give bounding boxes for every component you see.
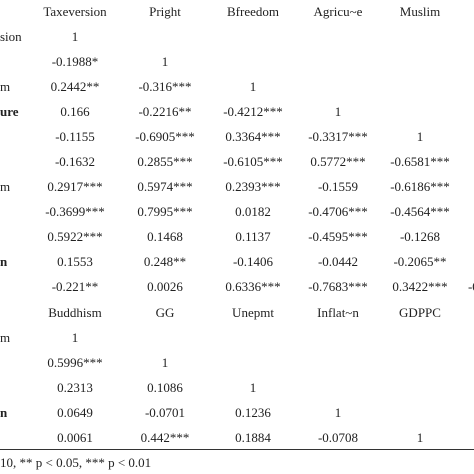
cell: -0.1559	[317, 179, 359, 194]
cell: -0.4706***	[308, 204, 368, 219]
cell: -0.1632	[54, 154, 96, 169]
cell: 0.1884	[235, 430, 271, 445]
cell: 1	[416, 430, 424, 445]
cell: 0.5974***	[137, 179, 193, 194]
cell: 0.248**	[143, 254, 187, 269]
cell: 0.2393***	[225, 179, 281, 194]
cell: -0.3317***	[308, 129, 368, 144]
row-label: sion	[0, 29, 22, 44]
column-header: Bfreedom	[227, 4, 279, 19]
cell: 1	[416, 129, 424, 144]
cell: 0.0026	[147, 279, 183, 294]
cell: 0.5922***	[47, 229, 103, 244]
cell: 0.442***	[140, 430, 190, 445]
cell: 0.1236	[235, 405, 271, 420]
cell: -0.	[467, 279, 474, 294]
column-header: GG	[155, 305, 175, 320]
cell: -0.1268	[399, 229, 441, 244]
cell: 0.3364***	[225, 129, 281, 144]
cell: 1	[71, 29, 79, 44]
cell: 0.7995***	[137, 204, 193, 219]
cell: 1	[334, 104, 342, 119]
cell: -0.1988*	[51, 54, 99, 69]
cell: 0.1553	[57, 254, 93, 269]
column-header: Muslim	[399, 4, 441, 19]
table-rule	[0, 449, 474, 450]
cell: 0.6336***	[225, 279, 281, 294]
cell: -0.6186***	[390, 179, 450, 194]
cell: 0.2313	[57, 380, 93, 395]
column-header: Agricu~e	[313, 4, 363, 19]
cell: -0.0442	[317, 254, 359, 269]
cell: -0.221**	[51, 279, 99, 294]
cell: -0.1155	[55, 129, 95, 144]
cell: -0.2216**	[138, 104, 192, 119]
row-label: n	[0, 254, 8, 269]
row-label: ure	[0, 104, 19, 119]
row-label: m	[0, 79, 11, 94]
cell: 1	[249, 79, 257, 94]
cell: 0.0182	[235, 204, 271, 219]
cell: -0.4595***	[308, 229, 368, 244]
cell: -0.316***	[138, 79, 192, 94]
cell: 1	[71, 330, 79, 345]
cell: 0.1086	[147, 380, 183, 395]
cell: 0.2855***	[137, 154, 193, 169]
cell: -0.0708	[317, 430, 359, 445]
cell: 1	[249, 380, 257, 395]
cell: 0.5772***	[310, 154, 366, 169]
cell: 0.5996***	[47, 355, 103, 370]
cell: 1	[161, 54, 169, 69]
column-header: Inflat~n	[317, 305, 359, 320]
cell: -0.2065**	[393, 254, 447, 269]
cell: -0.6905***	[135, 129, 195, 144]
cell: 0.1468	[147, 229, 183, 244]
cell: -0.3699***	[45, 204, 105, 219]
cell: -0.7683***	[308, 279, 368, 294]
column-header: Unepmt	[232, 305, 274, 320]
row-label: n	[0, 405, 8, 420]
column-header: Pright	[149, 4, 181, 19]
cell: 1	[161, 355, 169, 370]
column-header: GDPPC	[399, 305, 441, 320]
column-header: Taxeversion	[43, 4, 107, 19]
cell: -0.1406	[232, 254, 274, 269]
cell: 0.2442**	[50, 79, 100, 94]
row-label: m	[0, 330, 11, 345]
cell: 1	[334, 405, 342, 420]
cell: -0.0701	[144, 405, 186, 420]
cell: 0.0649	[57, 405, 93, 420]
cell: -0.4212***	[223, 104, 283, 119]
cell: 0.2917***	[47, 179, 103, 194]
cell: 0.166	[60, 104, 90, 119]
row-label: m	[0, 179, 11, 194]
cell: 0.3422***	[392, 279, 448, 294]
cell: 0.0061	[57, 430, 93, 445]
cell: 0.1137	[235, 229, 271, 244]
footnote: 10, ** p < 0.05, *** p < 0.01	[0, 455, 152, 470]
cell: -0.6105***	[223, 154, 283, 169]
cell: -0.6581***	[390, 154, 450, 169]
cell: -0.4564***	[390, 204, 450, 219]
column-header: Buddhism	[48, 305, 102, 320]
